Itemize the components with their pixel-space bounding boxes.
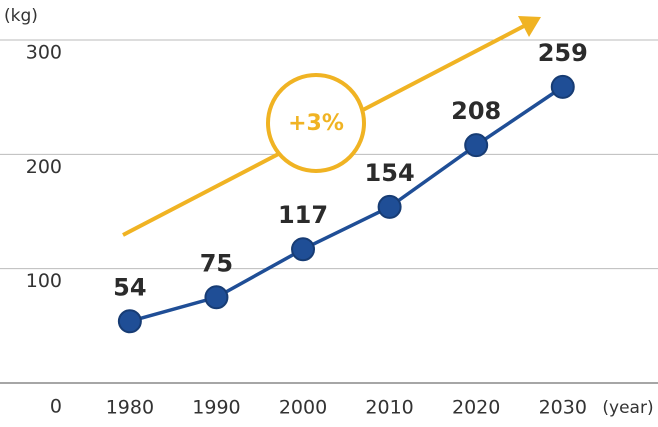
data-point (204, 285, 229, 310)
x-tick-label: 1980 (106, 397, 154, 419)
x-tick-label: 1990 (192, 397, 240, 419)
data-label: 117 (278, 201, 328, 229)
x-tick-label: 2030 (539, 397, 587, 419)
y-unit: (kg) (4, 6, 38, 26)
data-point (117, 309, 142, 334)
y-tick-label: 100 (26, 270, 62, 292)
y-tick-label: 0 (50, 396, 62, 418)
trend-arrowhead (518, 16, 541, 37)
data-label: 54 (113, 273, 146, 301)
data-point (291, 237, 316, 262)
annotation-circle (266, 73, 366, 173)
data-label: 259 (538, 39, 588, 67)
data-point (550, 74, 575, 99)
annotation: +3% (288, 111, 344, 136)
data-label: 75 (200, 249, 233, 277)
x-tick-label: 2010 (365, 397, 413, 419)
data-label: 154 (365, 159, 415, 187)
x-tick-label: 2000 (279, 397, 327, 419)
data-label: 208 (451, 97, 501, 125)
y-tick-label: 200 (26, 156, 62, 178)
data-point (464, 133, 489, 158)
data-point (377, 194, 402, 219)
data-line (129, 85, 564, 323)
y-tick-label: 300 (26, 42, 62, 64)
x-tick-label: 2020 (452, 397, 500, 419)
x-unit: (year) (602, 398, 653, 418)
